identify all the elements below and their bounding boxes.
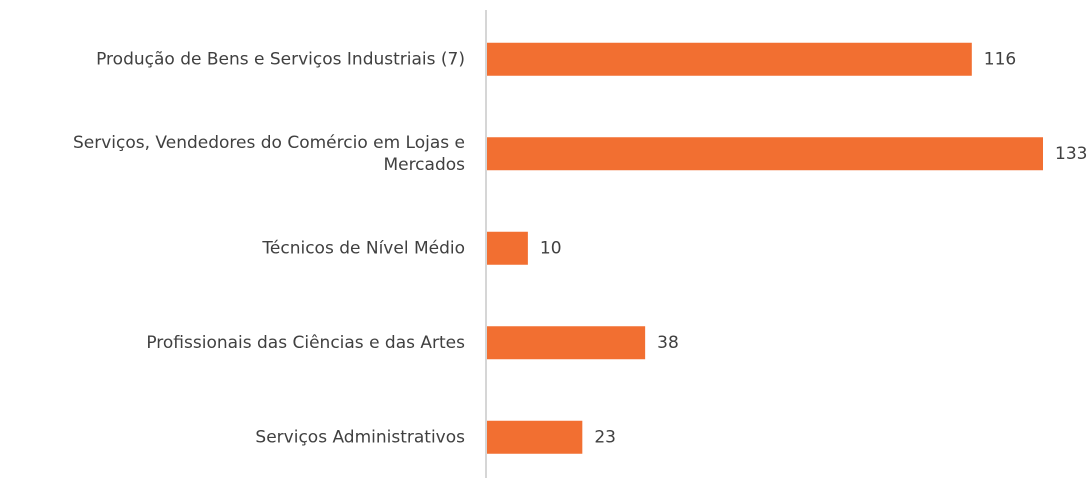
value-label: 133 xyxy=(1055,144,1087,164)
category-label: Serviços, Vendedores do Comércio em Loja… xyxy=(73,133,465,175)
value-label: 38 xyxy=(657,333,679,353)
category-label: Produção de Bens e Serviços Industriais … xyxy=(96,49,465,69)
value-label: 23 xyxy=(594,427,616,447)
category-label: Técnicos de Nível Médio xyxy=(261,238,465,258)
bar xyxy=(487,42,972,76)
value-label: 10 xyxy=(540,238,562,258)
value-label: 116 xyxy=(984,49,1016,69)
category-label: Profissionais das Ciências e das Artes xyxy=(146,333,465,353)
bar xyxy=(487,420,583,454)
bar xyxy=(487,231,528,265)
bar xyxy=(487,326,646,360)
category-label: Serviços Administrativos xyxy=(255,427,465,447)
bar xyxy=(487,137,1043,171)
